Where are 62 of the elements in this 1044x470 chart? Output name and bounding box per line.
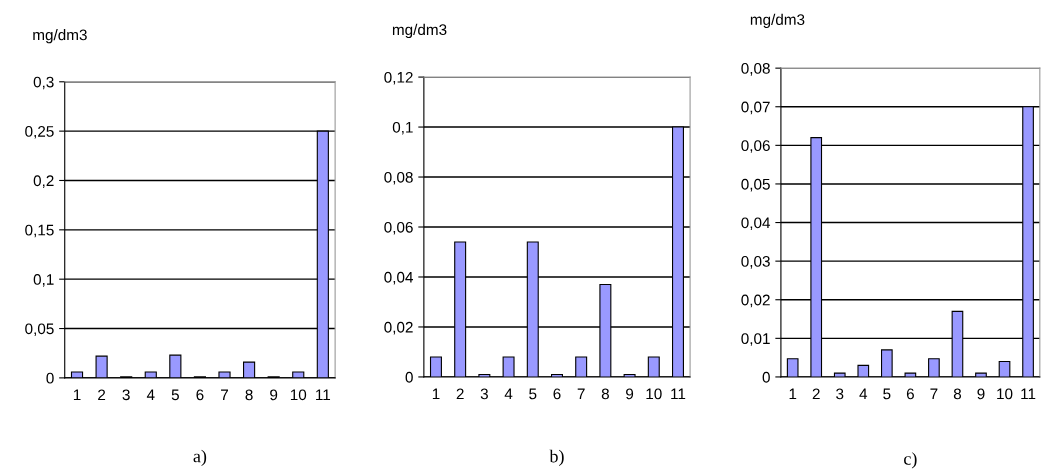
- y-tick-label: 0,08: [741, 63, 770, 76]
- x-tick-label: 11: [1021, 388, 1036, 400]
- y-tick-label: 0: [762, 371, 770, 383]
- y-tick-label: 0,25: [25, 126, 54, 139]
- x-tick-label: 3: [480, 388, 488, 400]
- x-tick-label: 10: [290, 389, 307, 401]
- text: b): [549, 449, 564, 467]
- x-tick-label: 8: [601, 388, 609, 400]
- x-tick-label: 4: [859, 388, 868, 400]
- y-tick-label: 0,1: [33, 274, 54, 287]
- x-tick-label: 3: [836, 388, 844, 400]
- text: a): [193, 449, 207, 467]
- x-tick-label: 5: [883, 388, 891, 400]
- y-tick-label: 0,06: [384, 221, 413, 235]
- x-tick-label: 2: [98, 389, 106, 401]
- y-tick-label: 0,08: [384, 171, 413, 185]
- y-tick-label: 0: [405, 371, 413, 383]
- y-tick-label: 0,05: [25, 323, 54, 337]
- x-tick-label: 9: [270, 389, 278, 401]
- x-tick-label: 1: [73, 389, 81, 401]
- y-axis-title: mg/dm3: [33, 29, 87, 44]
- y-axis-title: mg/dm3: [392, 23, 447, 39]
- y-tick-label: 0,02: [384, 321, 413, 335]
- x-tick-label: 9: [977, 388, 985, 400]
- x-tick-label: 8: [245, 389, 253, 401]
- x-tick-label: 8: [953, 388, 962, 400]
- x-tick-label: 5: [529, 388, 537, 400]
- x-tick-label: 10: [646, 388, 662, 400]
- y-tick-label: 0,01: [741, 333, 770, 346]
- y-tick-label: 0,03: [741, 256, 770, 269]
- x-tick-label: 5: [171, 389, 179, 401]
- y-tick-label: 0,1: [392, 121, 413, 135]
- x-tick-label: 10: [997, 388, 1013, 400]
- x-tick-label: 7: [577, 388, 585, 400]
- x-tick-label: 3: [122, 389, 130, 401]
- y-tick-label: 0,2: [33, 175, 54, 188]
- y-tick-label: 0,06: [741, 140, 770, 153]
- y-tick-label: 0,04: [741, 217, 771, 231]
- y-tick-label: 0,3: [33, 76, 54, 90]
- x-tick-label: 7: [930, 388, 938, 400]
- y-tick-label: 0,07: [741, 101, 770, 115]
- x-tick-label: 11: [316, 389, 331, 401]
- x-tick-label: 6: [906, 388, 914, 400]
- y-tick-label: 0,02: [741, 294, 770, 308]
- x-tick-label: 4: [504, 388, 513, 400]
- y-tick-label: 0,12: [384, 71, 413, 85]
- x-tick-label: 2: [812, 388, 820, 400]
- x-tick-label: 2: [456, 388, 464, 400]
- x-tick-label: 11: [671, 388, 686, 400]
- x-tick-label: 9: [626, 388, 634, 400]
- x-tick-label: 7: [221, 389, 228, 401]
- text: c): [904, 452, 917, 469]
- y-tick-label: 0,04: [384, 271, 413, 285]
- x-tick-label: 1: [789, 388, 797, 400]
- x-tick-label: 6: [196, 389, 204, 401]
- y-tick-label: 0,15: [25, 224, 54, 238]
- y-tick-label: 0: [46, 372, 54, 384]
- x-tick-label: 4: [146, 389, 155, 401]
- y-axis-title: mg/dm3: [750, 13, 805, 29]
- y-tick-label: 0,05: [741, 178, 770, 192]
- x-tick-label: 1: [432, 388, 440, 400]
- x-tick-label: 6: [553, 388, 561, 400]
